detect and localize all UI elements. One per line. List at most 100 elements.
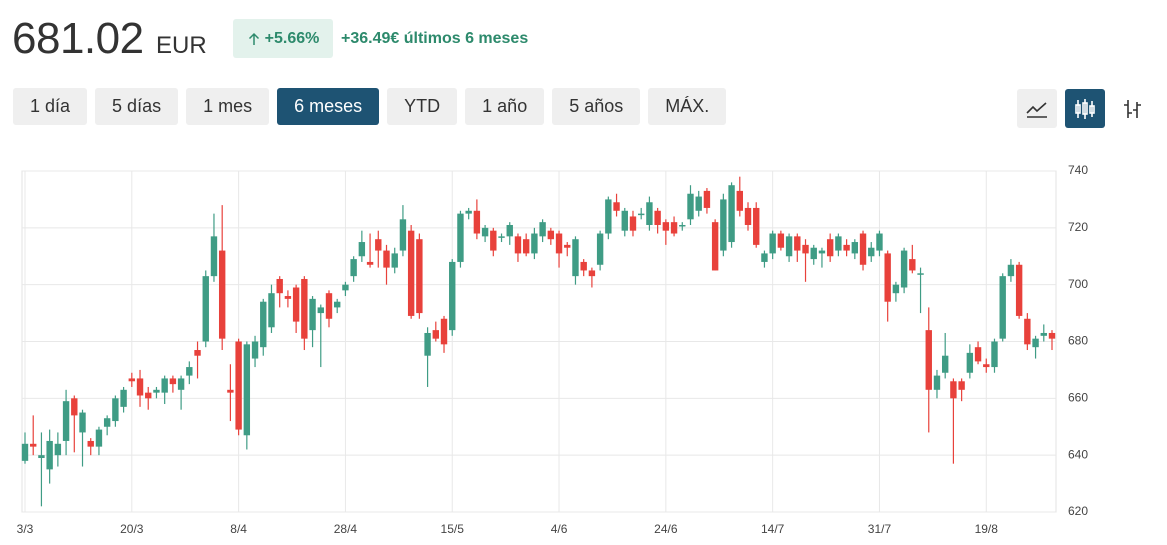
candle-body [654, 210, 661, 225]
y-tick-label: 700 [1068, 277, 1088, 291]
candle-body [375, 239, 382, 251]
x-tick-label: 14/7 [761, 522, 785, 536]
candle-body [161, 378, 168, 393]
candle-body [54, 443, 62, 456]
candle-body [605, 199, 612, 234]
candle-body [145, 392, 152, 399]
candle-body [679, 224, 686, 227]
candle-body [309, 298, 316, 331]
candle-body [621, 210, 628, 231]
candle-body [366, 261, 374, 265]
candle-body [128, 378, 136, 382]
change-text: +36.49€ últimos 6 meses [341, 30, 529, 47]
range-button[interactable]: YTD [387, 88, 458, 125]
candle-body [638, 213, 645, 216]
candle-body [194, 350, 201, 356]
y-tick-label: 640 [1068, 447, 1088, 461]
candle-body [761, 253, 768, 262]
line-chart-button[interactable] [1017, 89, 1057, 128]
candle-body [629, 216, 637, 231]
candle-body [596, 233, 604, 265]
range-button[interactable]: 1 mes [186, 88, 270, 125]
y-tick-label: 740 [1068, 163, 1088, 177]
line-icon [1026, 101, 1047, 118]
x-tick-label: 20/3 [120, 522, 144, 536]
candle-body [103, 418, 111, 427]
candle-body [1007, 264, 1015, 277]
chart: 620 640 660 680 700 720 740 3/3 20/3 8/4 28/4 15/5 4… [17, 163, 1089, 536]
range-button[interactable]: 5 años [552, 88, 641, 125]
candle-body [564, 244, 571, 248]
candle-body [950, 381, 957, 399]
price: 681.02 [12, 14, 144, 63]
y-tick-label: 660 [1068, 391, 1088, 405]
range-buttons: 1 día 5 días 1 mes 6 meses YTD 1 año 5 años MÁX… [13, 88, 727, 125]
candle-body [859, 233, 867, 265]
candle-body [835, 236, 842, 251]
candle-body [646, 202, 653, 225]
candle-body [210, 236, 218, 277]
candle-body [711, 222, 719, 271]
candle-body [777, 233, 785, 248]
candle-body [202, 276, 209, 342]
candle-body [810, 247, 817, 260]
range-button[interactable]: 1 año [465, 88, 545, 125]
candle-body [999, 276, 1006, 339]
candle-body [572, 239, 579, 277]
change-percent: +5.66% [264, 29, 320, 47]
candle-body [983, 364, 990, 368]
candle-body [46, 440, 53, 470]
range-button[interactable]: 1 día [13, 88, 88, 125]
candle-body [407, 230, 415, 316]
candle-body [465, 210, 472, 214]
candle-body [440, 318, 448, 345]
ohlc-button[interactable] [1113, 89, 1151, 128]
range-button[interactable]: 6 meses [277, 88, 380, 125]
candle-body [71, 398, 78, 416]
up-arrow [248, 32, 259, 45]
candle-body [235, 341, 242, 430]
candle-body [1040, 332, 1047, 336]
x-tick-label: 3/3 [17, 522, 34, 536]
candle-body [120, 389, 127, 407]
candle-body [350, 259, 357, 277]
candle-body [522, 239, 530, 254]
candle-body [21, 443, 29, 461]
candle-body [30, 443, 37, 447]
candle-body [753, 207, 760, 245]
range-button[interactable]: MÁX. [648, 88, 727, 125]
candle-body [490, 230, 497, 251]
x-tick-label: 19/8 [975, 522, 999, 536]
candle-body [268, 293, 275, 328]
candle-body [112, 398, 119, 422]
candle-body [613, 202, 620, 211]
candle-body [1032, 338, 1039, 348]
candle-body [169, 378, 177, 385]
candle-body [933, 375, 941, 390]
candle-body [498, 236, 505, 238]
y-tick-label: 620 [1068, 504, 1088, 518]
candle-body [555, 233, 563, 254]
candle-body [276, 278, 283, 294]
candle-body [588, 270, 596, 277]
candle-body [884, 253, 891, 302]
range-button[interactable]: 5 días [95, 88, 179, 125]
candle-body [292, 287, 300, 322]
candle-body [703, 190, 711, 208]
candle-icon [1075, 98, 1095, 119]
candle-body [818, 250, 826, 254]
x-tick-label: 8/4 [230, 522, 247, 536]
candle-body [851, 242, 859, 254]
candle-body [79, 412, 86, 433]
candle-body [892, 284, 900, 294]
candlestick-button[interactable] [1065, 89, 1105, 128]
candle-body [909, 259, 916, 271]
candle-body [662, 222, 670, 231]
candle-body [136, 378, 144, 396]
candle-body [399, 219, 407, 251]
candle-body [449, 261, 456, 331]
candle-body [744, 207, 752, 225]
y-tick-label: 680 [1068, 334, 1088, 348]
candle-body [177, 378, 185, 390]
candle-body [1024, 318, 1031, 345]
